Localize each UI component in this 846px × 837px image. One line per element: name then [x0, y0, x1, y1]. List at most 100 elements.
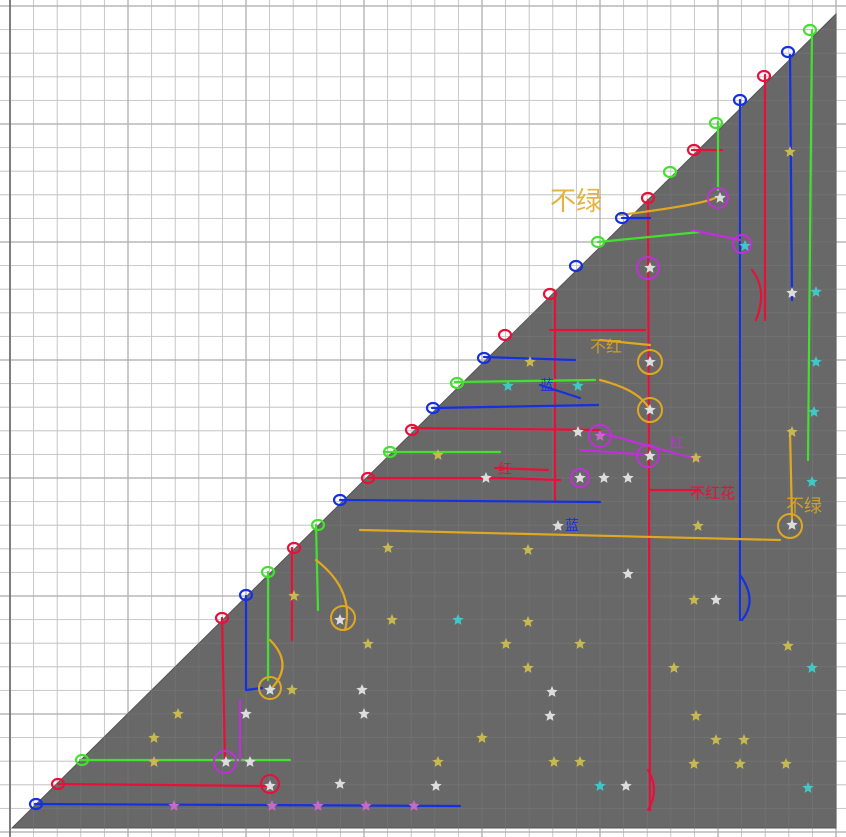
- star-yellow: [734, 758, 746, 769]
- star-cyan: [502, 380, 514, 391]
- red-stroke: [750, 268, 763, 322]
- star-cyan: [802, 782, 814, 793]
- red-stroke: [646, 768, 656, 812]
- star-yellow: [476, 732, 488, 743]
- star-yellow: [688, 758, 700, 769]
- note-bu-lv-top: 不绿: [550, 187, 602, 217]
- note-lan: 蓝: [540, 378, 554, 394]
- star-white: [544, 710, 556, 721]
- boundary-dot: [568, 259, 584, 273]
- star-cyan: [452, 614, 464, 625]
- magenta-stroke: [690, 228, 742, 242]
- boundary-dot: [708, 116, 724, 130]
- star-white: [786, 287, 798, 298]
- star-yellow: [432, 449, 444, 460]
- blue-stroke: [788, 53, 794, 302]
- boundary-dots: [28, 23, 818, 811]
- star-white: [264, 780, 276, 791]
- boundary-dot: [310, 518, 326, 532]
- boundary-dot: [74, 753, 90, 767]
- star-white: [552, 520, 564, 531]
- boundary-dot: [542, 287, 558, 301]
- note-bu-lv-right: 不绿: [786, 496, 822, 517]
- boundary-dot: [732, 93, 748, 107]
- star-yellow: [500, 638, 512, 649]
- boundary-dot: [28, 797, 44, 811]
- star-yellow: [362, 638, 374, 649]
- star-cyan: [572, 380, 584, 391]
- star-white: [358, 708, 370, 719]
- star-yellow: [574, 638, 586, 649]
- star-white: [786, 519, 798, 530]
- circle-mark: [637, 397, 663, 423]
- star-white: [240, 708, 252, 719]
- star-cyan: [806, 476, 818, 487]
- star-yellow: [784, 146, 796, 157]
- star-yellow: [782, 640, 794, 651]
- boundary-dot: [425, 401, 441, 415]
- boundary-dot: [686, 143, 702, 157]
- star-white: [622, 472, 634, 483]
- star-white: [644, 450, 656, 461]
- orange-stroke: [788, 428, 794, 522]
- star-yellow: [382, 542, 394, 553]
- star-white: [644, 356, 656, 367]
- star-yellow: [738, 734, 750, 745]
- star-white: [264, 684, 276, 695]
- green-stroke: [314, 523, 320, 612]
- boundary-dot: [449, 376, 465, 390]
- boundary-dot: [614, 211, 630, 225]
- star-white: [574, 472, 586, 483]
- orange-stroke: [598, 338, 652, 347]
- boundary-dot: [382, 445, 398, 459]
- star-white: [714, 192, 726, 203]
- boundary-dot: [497, 328, 513, 342]
- boundary-dot: [640, 191, 656, 205]
- star-yellow: [522, 616, 534, 627]
- boundary-dot: [780, 45, 796, 59]
- circle-mark: [570, 468, 590, 488]
- star-magenta: [168, 800, 180, 811]
- star-white: [546, 686, 558, 697]
- star-white: [620, 780, 632, 791]
- orange-stroke: [268, 638, 284, 692]
- star-white: [334, 778, 346, 789]
- note-hong: 红: [498, 462, 512, 478]
- circles: [213, 187, 803, 794]
- star-yellow: [432, 756, 444, 767]
- star-white: [644, 262, 656, 273]
- blue-stroke: [338, 498, 602, 504]
- boundary-dot: [404, 423, 420, 437]
- circle-mark: [636, 444, 660, 468]
- star-white: [220, 756, 232, 767]
- star-white: [480, 472, 492, 483]
- star-white: [430, 780, 442, 791]
- blue-stroke: [538, 383, 582, 400]
- star-yellow: [148, 756, 160, 767]
- star-white: [598, 472, 610, 483]
- stars: [148, 146, 822, 811]
- star-white: [622, 568, 634, 579]
- blue-stroke: [244, 594, 264, 692]
- star-cyan: [808, 406, 820, 417]
- boundary-dot: [214, 611, 230, 625]
- star-magenta: [594, 430, 606, 441]
- red-stroke: [56, 782, 272, 788]
- circle-mark: [260, 774, 280, 794]
- ink-strokes: [33, 28, 814, 812]
- orange-stroke: [618, 196, 717, 217]
- star-magenta: [312, 800, 324, 811]
- note-bu-hong-hua: 不红花: [690, 484, 735, 502]
- circle-mark: [637, 349, 663, 375]
- boundary-dot: [802, 23, 818, 37]
- triangle-region: [10, 12, 837, 829]
- star-yellow: [288, 590, 300, 601]
- circle-mark: [777, 513, 803, 539]
- note-hong-2: 红: [670, 436, 684, 452]
- blue-stroke: [430, 403, 600, 410]
- boundary-dot: [238, 588, 254, 602]
- circle-mark: [707, 187, 729, 209]
- note-bu-hong: 不红: [590, 337, 622, 356]
- boundary-dot: [332, 493, 348, 507]
